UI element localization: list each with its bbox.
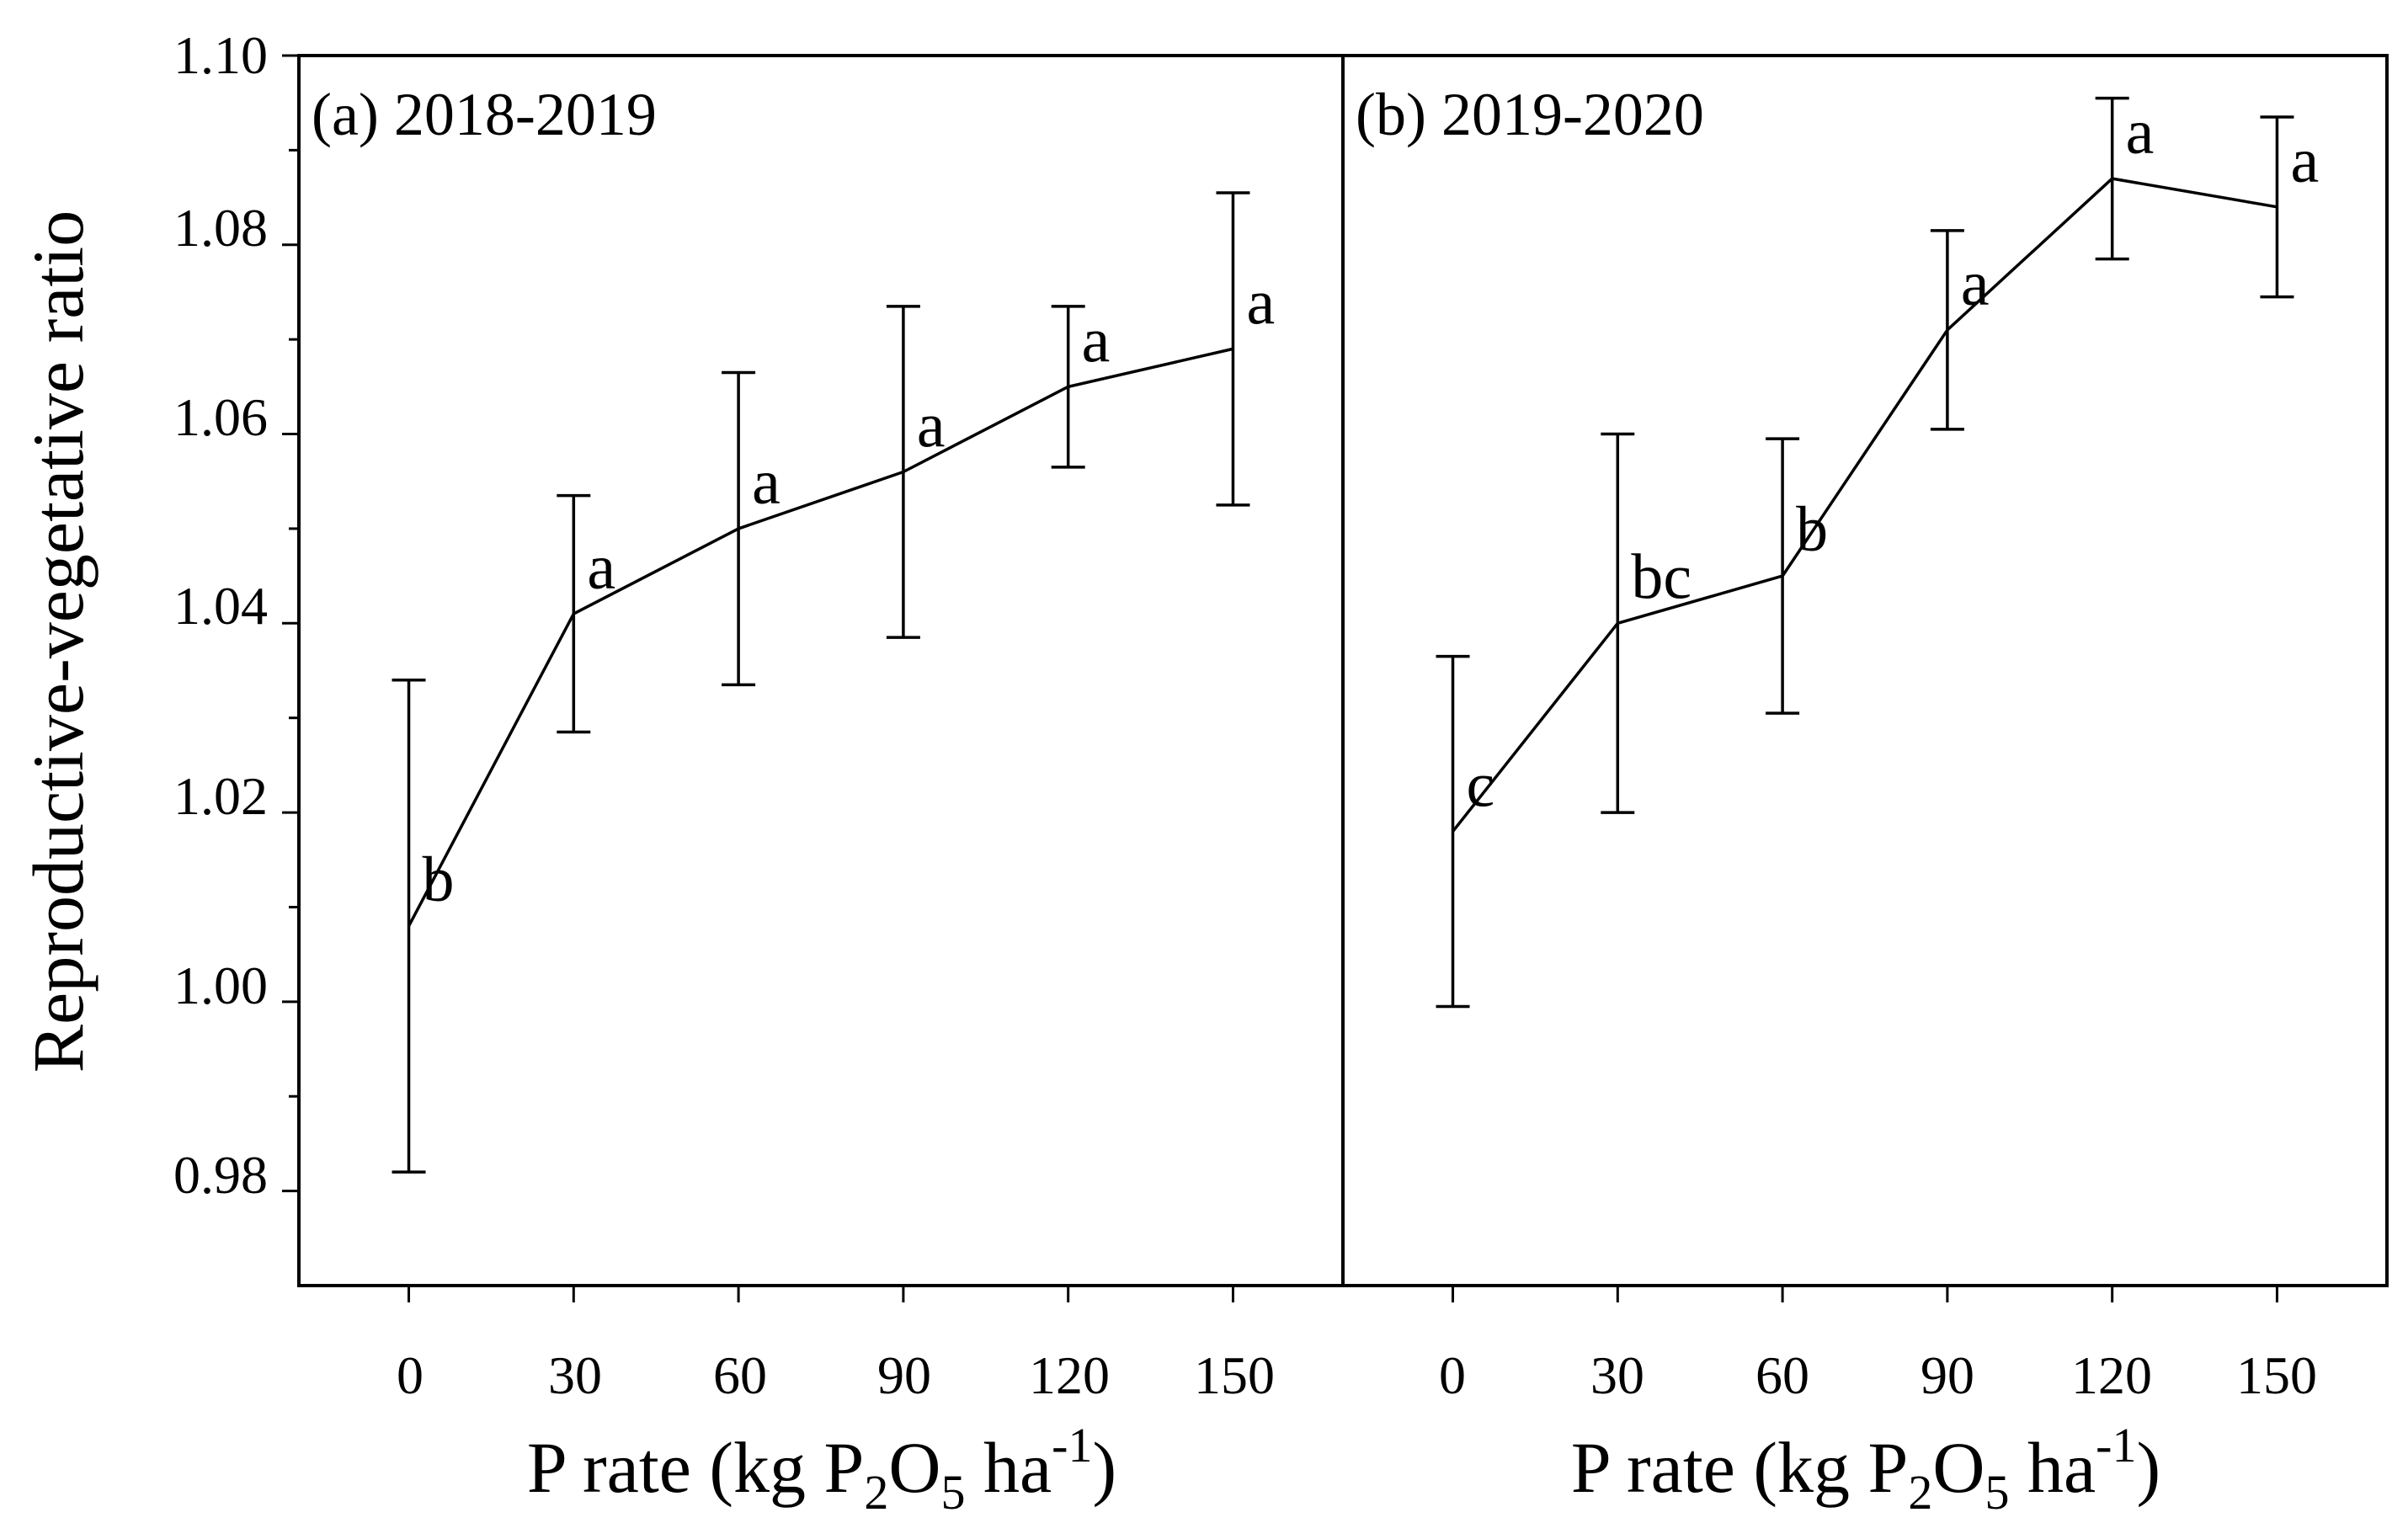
y-tick-label: 1.06 [173, 387, 268, 447]
panel-b-x-axis-title: P rate (kg P2O5 ha-1) [1571, 1418, 2160, 1520]
x-tick-label: 90 [1921, 1345, 1974, 1405]
panel-b-frame [1341, 54, 2389, 1287]
series-line [1452, 177, 2277, 833]
significance-label: bc [1631, 541, 1691, 612]
significance-label: a [2290, 125, 2319, 196]
significance-label: a [1082, 305, 1111, 375]
x-tick-label: 150 [1194, 1345, 1275, 1405]
significance-label: b [1796, 494, 1828, 565]
panel-a-x-tick-labels: 0 30 60 90 120 150 [397, 1345, 1275, 1405]
significance-label: b [423, 844, 455, 915]
panel-a: (a) 2018-2019 0 30 60 90 120 150 P rate … [282, 54, 1345, 1520]
x-tick-label: 60 [713, 1345, 767, 1405]
y-axis-title: Reproductive-vegetative ratio [18, 210, 99, 1073]
panel-b-x-tick-labels: 0 30 60 90 120 150 [1439, 1345, 2317, 1405]
x-tick-label: 0 [1439, 1345, 1466, 1405]
y-tick-label: 0.98 [173, 1145, 268, 1205]
panel-a-x-axis-title: P rate (kg P2O5 ha-1) [527, 1418, 1116, 1520]
y-tick-labels: 0.98 1.00 1.02 1.04 1.06 1.08 1.10 [173, 25, 268, 1205]
panel-a-title: (a) 2018-2019 [312, 81, 657, 148]
series-line [407, 347, 1233, 927]
x-tick-label: 150 [2236, 1345, 2317, 1405]
panel-b: (b) 2019-2020 0 30 60 90 120 150 P rate … [1341, 54, 2389, 1520]
panel-b-title: (b) 2019-2020 [1356, 81, 1704, 148]
significance-label: a [1961, 248, 1990, 319]
x-tick-label: 120 [2071, 1345, 2152, 1405]
y-tick-label: 1.04 [173, 576, 268, 636]
significance-label: a [917, 390, 946, 461]
panel-a-frame [297, 54, 1345, 1287]
significance-label: a [587, 532, 615, 603]
significance-label: a [752, 447, 780, 518]
x-tick-label: 30 [548, 1345, 602, 1405]
x-tick-label: 60 [1755, 1345, 1809, 1405]
error-bar [1216, 191, 1250, 507]
y-tick-label: 1.08 [173, 198, 268, 258]
x-tick-label: 120 [1029, 1345, 1110, 1405]
y-tick-label: 1.02 [173, 766, 268, 826]
x-tick-label: 0 [397, 1345, 424, 1405]
y-tick-label: 1.00 [173, 956, 268, 1015]
x-tick-label: 30 [1590, 1345, 1644, 1405]
error-bar [2260, 115, 2294, 299]
significance-label: a [2126, 97, 2155, 168]
x-tick-label: 90 [877, 1345, 931, 1405]
y-tick-label: 1.10 [173, 25, 268, 85]
significance-label: a [1246, 267, 1275, 338]
significance-label: c [1467, 750, 1495, 821]
